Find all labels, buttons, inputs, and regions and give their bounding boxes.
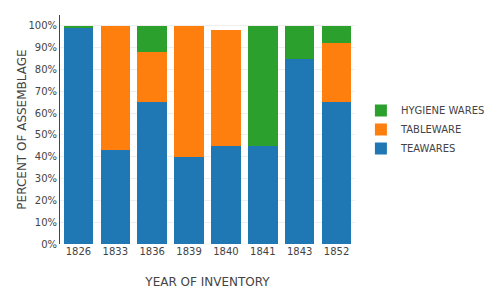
svg-text:70%: 70%: [35, 86, 57, 97]
svg-text:60%: 60%: [35, 108, 57, 119]
svg-text:40%: 40%: [35, 151, 57, 162]
svg-text:YEAR OF INVENTORY: YEAR OF INVENTORY: [144, 275, 270, 289]
svg-text:90%: 90%: [35, 42, 57, 53]
svg-text:TEAWARES: TEAWARES: [400, 143, 456, 154]
svg-text:1841: 1841: [250, 246, 275, 257]
svg-text:1840: 1840: [213, 246, 238, 257]
svg-text:80%: 80%: [35, 64, 57, 75]
svg-text:30%: 30%: [35, 173, 57, 184]
svg-text:TABLEWARE: TABLEWARE: [400, 124, 461, 135]
svg-text:100%: 100%: [28, 20, 57, 31]
svg-text:1843: 1843: [287, 246, 312, 257]
svg-text:0%: 0%: [41, 239, 57, 250]
svg-text:PERCENT OF ASSEMBLAGE: PERCENT OF ASSEMBLAGE: [15, 49, 29, 209]
svg-text:HYGIENE WARES: HYGIENE WARES: [401, 105, 484, 116]
svg-text:1839: 1839: [176, 246, 201, 257]
svg-text:20%: 20%: [35, 195, 57, 206]
svg-text:10%: 10%: [35, 217, 57, 228]
svg-text:50%: 50%: [35, 129, 57, 140]
svg-text:1836: 1836: [139, 246, 164, 257]
svg-text:1852: 1852: [324, 246, 349, 257]
svg-text:1826: 1826: [66, 246, 91, 257]
svg-text:1833: 1833: [103, 246, 128, 257]
